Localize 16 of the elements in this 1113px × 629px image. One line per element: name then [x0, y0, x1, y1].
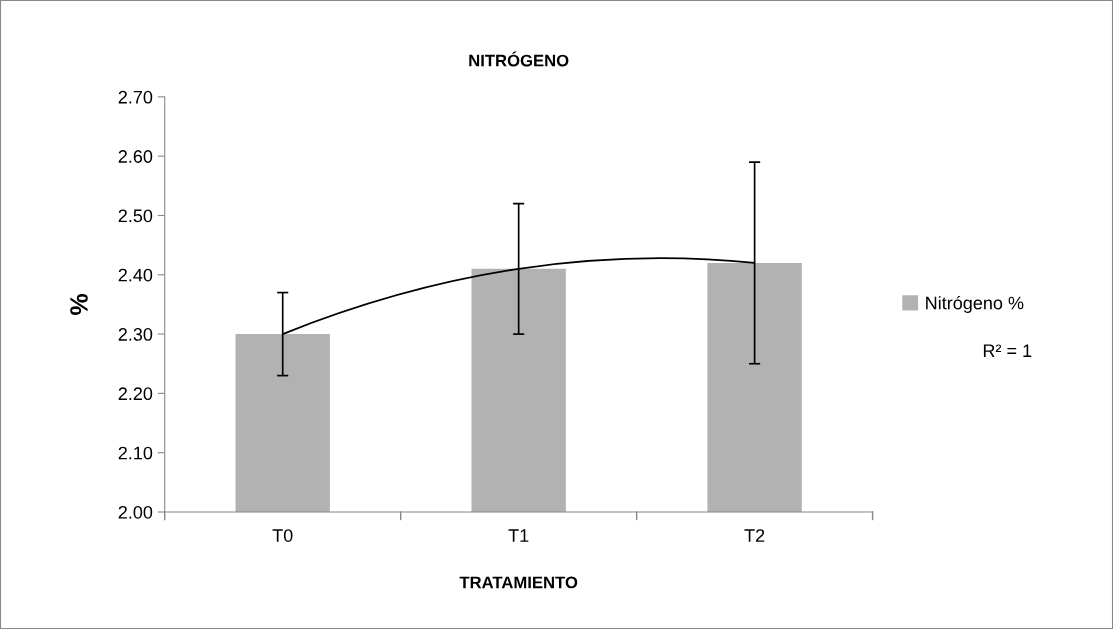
- chart-title: NITRÓGENO: [469, 51, 569, 67]
- x-tick-label: T1: [508, 529, 529, 542]
- y-tick-label: 2.10: [118, 446, 153, 460]
- y-axis-title: %: [70, 293, 88, 315]
- y-tick-label: 2.20: [118, 387, 153, 401]
- y-tick-label: 2.00: [118, 505, 153, 519]
- text: R² = 1: [983, 344, 1032, 357]
- x-tick-label: T2: [744, 529, 765, 542]
- y-tick-label: 2.50: [118, 209, 153, 223]
- y-tick-label: 2.60: [118, 150, 153, 163]
- y-tick-label: 2.30: [118, 328, 153, 341]
- legend-label: Nitrógeno %: [926, 295, 1024, 313]
- y-tick-label: 2.40: [118, 268, 153, 282]
- x-tick-label: T0: [272, 529, 293, 542]
- y-tick-label: 2.70: [118, 90, 153, 104]
- x-axis-title: TRATAMIENTO: [459, 576, 578, 589]
